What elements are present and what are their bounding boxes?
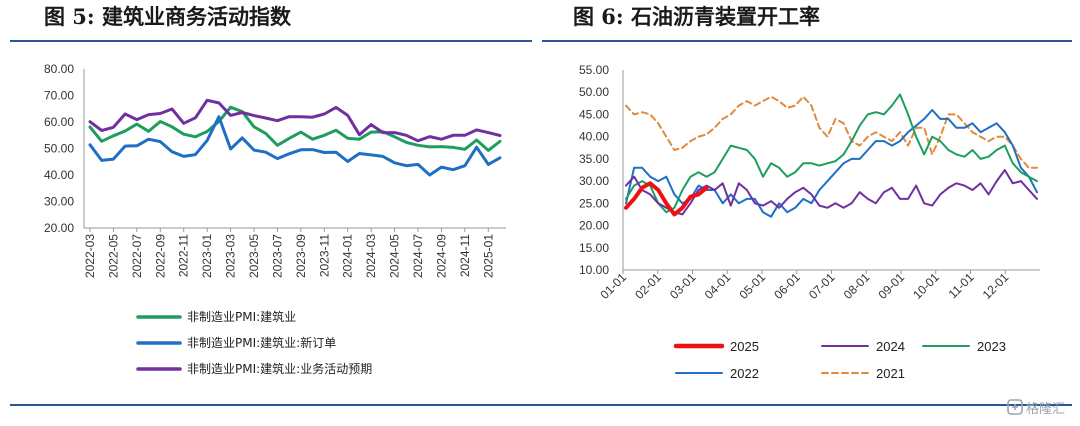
y-tick-label: 20.00 bbox=[44, 221, 74, 235]
legend-label: 2024 bbox=[876, 339, 905, 354]
y-axis: 10.00 15.00 20.00 25.00 30.00 35.00 40.00 45.00… bbox=[579, 63, 624, 277]
y-tick-label: 80.00 bbox=[44, 62, 74, 76]
legend-label: 2021 bbox=[876, 366, 905, 381]
y-axis: 20.00 30.00 40.00 50.00 60.00 70.00 80.00 bbox=[44, 62, 85, 235]
x-tick-label: 2025-01 bbox=[481, 234, 495, 278]
glh-logo-icon-mark bbox=[1012, 404, 1018, 410]
y-tick-label: 60.00 bbox=[44, 115, 74, 129]
y-tick-label: 20.00 bbox=[579, 219, 609, 233]
series-line-2023 bbox=[625, 93, 1038, 214]
y-tick-label: 10.00 bbox=[579, 263, 609, 277]
y-tick-label: 70.00 bbox=[44, 89, 74, 103]
series-line-2021 bbox=[625, 95, 1038, 169]
series-group bbox=[88, 98, 502, 177]
y-tick-label: 50.00 bbox=[44, 142, 74, 156]
x-tick-label: 2024-11 bbox=[458, 234, 472, 277]
x-tick-label: 2022-05 bbox=[106, 234, 120, 278]
series-group bbox=[624, 93, 1038, 218]
x-tick-label: 03-01 bbox=[667, 270, 699, 302]
y-tick-label: 55.00 bbox=[579, 63, 609, 77]
legend-label: 非制造业PMI:建筑业:新订单 bbox=[187, 335, 336, 350]
x-tick-label: 02-01 bbox=[632, 270, 664, 302]
watermark: 格隆汇 bbox=[1007, 399, 1065, 417]
legend: 非制造业PMI:建筑业非制造业PMI:建筑业:新订单非制造业PMI:建筑业:业务… bbox=[136, 309, 372, 376]
x-tick-label: 12-01 bbox=[980, 270, 1012, 302]
x-tick-label: 2023-09 bbox=[294, 234, 308, 278]
y-tick-label: 45.00 bbox=[579, 107, 609, 121]
x-tick-label: 2024-09 bbox=[434, 234, 448, 278]
y-tick-label: 30.00 bbox=[579, 174, 609, 188]
x-tick-label: 06-01 bbox=[771, 270, 803, 302]
y-tick-label: 30.00 bbox=[44, 195, 74, 209]
watermark-text: 格隆汇 bbox=[1026, 401, 1065, 417]
x-tick-label: 04-01 bbox=[702, 270, 734, 302]
x-tick-label: 2023-11 bbox=[317, 234, 331, 277]
figure-6-title: 图 6: 石油沥青装置开工率 bbox=[573, 4, 820, 29]
chart-asphalt-utilization: 10.00 15.00 20.00 25.00 30.00 35.00 40.00 45.00… bbox=[579, 63, 1040, 381]
x-axis: 01-01 02-01 03-01 04-01 05-01 06-01 07-01 08-01… bbox=[598, 269, 1040, 302]
legend: 2025 2024 2023 2022 2021 bbox=[673, 339, 1006, 381]
x-tick-label: 2024-01 bbox=[341, 234, 355, 278]
x-tick-label: 2023-01 bbox=[200, 234, 214, 278]
x-tick-label: 08-01 bbox=[841, 270, 873, 302]
y-tick-label: 35.00 bbox=[579, 152, 609, 166]
y-tick-label: 40.00 bbox=[44, 168, 74, 182]
x-tick-label: 2024-05 bbox=[388, 234, 402, 278]
x-tick-label: 2022-11 bbox=[177, 234, 191, 277]
x-tick-label: 2023-05 bbox=[247, 234, 261, 278]
legend-label: 非制造业PMI:建筑业 bbox=[187, 309, 296, 324]
x-tick-label: 07-01 bbox=[806, 270, 838, 302]
x-tick-label: 2024-07 bbox=[411, 234, 425, 278]
legend-label: 2023 bbox=[977, 339, 1006, 354]
y-tick-label: 15.00 bbox=[579, 241, 609, 255]
series-line-2025 bbox=[624, 181, 709, 217]
legend-label: 非制造业PMI:建筑业:业务活动预期 bbox=[187, 361, 372, 376]
figure-5-title: 图 5: 建筑业商务活动指数 bbox=[44, 4, 292, 29]
x-tick-label: 2023-07 bbox=[270, 234, 284, 278]
y-tick-label: 50.00 bbox=[579, 85, 609, 99]
x-tick-label: 05-01 bbox=[737, 270, 769, 302]
y-tick-label: 40.00 bbox=[579, 130, 609, 144]
chart-construction-pmi: 20.00 30.00 40.00 50.00 60.00 70.00 80.00 2022… bbox=[44, 62, 506, 376]
x-tick-label: 2024-03 bbox=[364, 234, 378, 278]
x-tick-label: 2022-03 bbox=[83, 234, 97, 278]
x-axis: 2022-03 2022-05 2022-07 2022-09 2022-11 2023-… bbox=[83, 227, 506, 278]
x-tick-label: 2022-07 bbox=[130, 234, 144, 278]
x-tick-label: 10-01 bbox=[910, 270, 942, 302]
x-tick-label: 11-01 bbox=[946, 270, 977, 301]
series-line-1 bbox=[88, 105, 502, 152]
glh-logo-icon bbox=[1007, 399, 1023, 415]
series-line-2022 bbox=[625, 109, 1038, 218]
legend-label: 2025 bbox=[730, 339, 759, 354]
series-line-3 bbox=[88, 98, 502, 143]
series-line-2 bbox=[88, 115, 502, 177]
x-tick-label: 2022-09 bbox=[153, 234, 167, 278]
x-tick-label: 09-01 bbox=[876, 270, 908, 302]
y-tick-label: 25.00 bbox=[579, 196, 609, 210]
legend-label: 2022 bbox=[730, 366, 759, 381]
x-tick-label: 2023-03 bbox=[224, 234, 238, 278]
